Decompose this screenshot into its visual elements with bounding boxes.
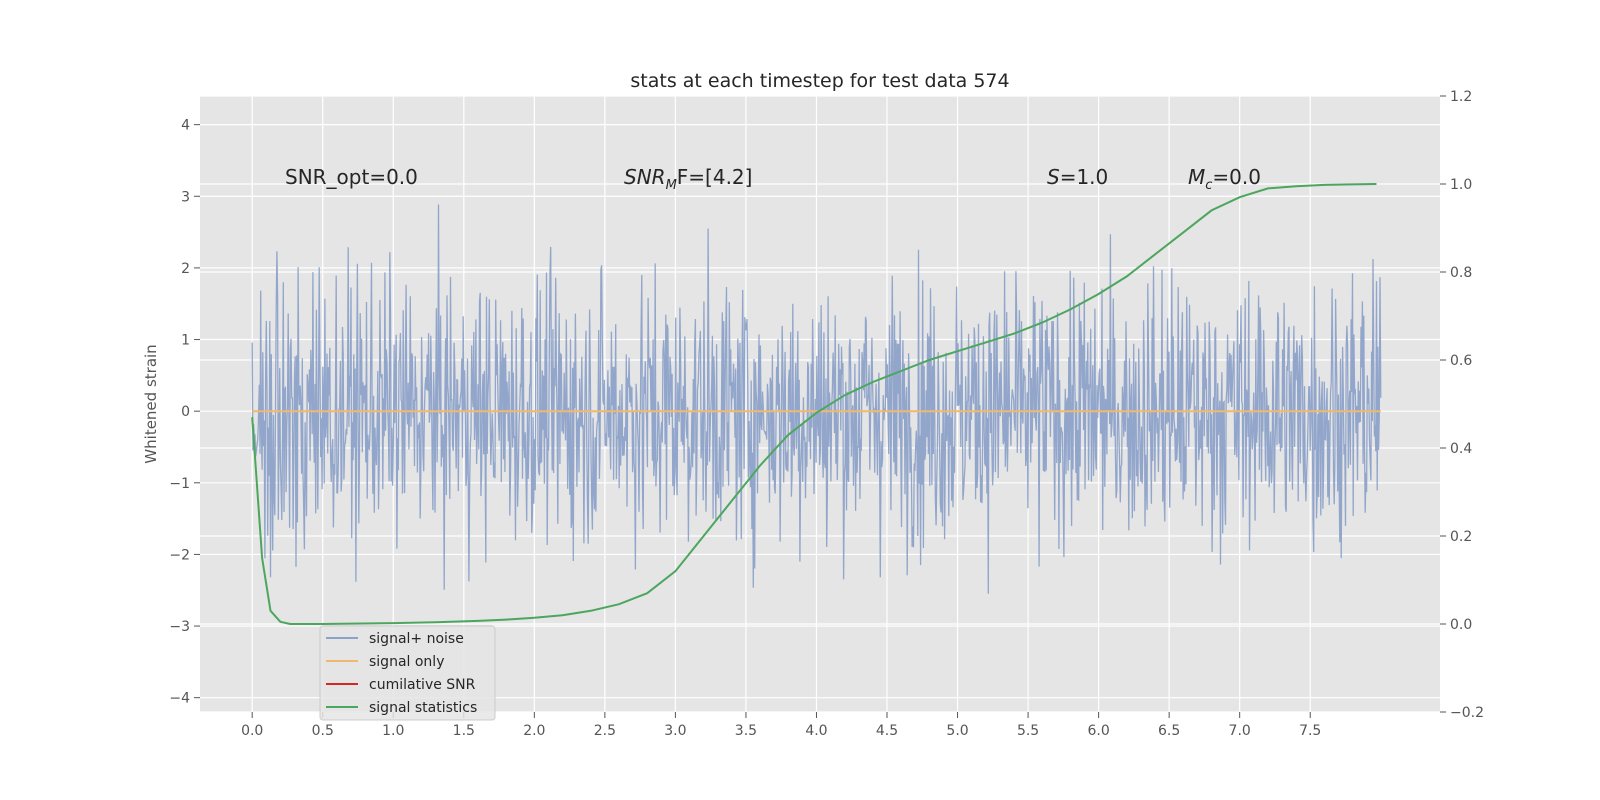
y-tick-label: −4 <box>169 691 190 707</box>
left-y-axis: 4 3 2 1 0 −1 −2 −3 −4 <box>169 118 200 707</box>
y-right-tick-label: 0.0 <box>1450 617 1472 633</box>
legend: signal+ noise signal only cumilative SNR… <box>319 625 496 721</box>
x-tick-label: 4.0 <box>805 723 827 739</box>
x-tick-label: 0.0 <box>241 723 263 739</box>
annotation-mc-rest: =0.0 <box>1212 165 1261 189</box>
x-tick-label: 5.0 <box>946 723 968 739</box>
x-tick-label: 7.0 <box>1229 723 1251 739</box>
line-signal-statistics <box>251 183 1377 625</box>
y-right-tick-label: −0.2 <box>1450 705 1484 721</box>
legend-label-signal-statistics: signal statistics <box>369 700 477 716</box>
x-tick-label: 1.0 <box>382 723 404 739</box>
right-y-axis: 1.2 1.0 0.8 0.6 0.4 0.2 0.0 −0.2 <box>1440 89 1484 721</box>
y-tick-label: 1 <box>181 333 190 349</box>
x-axis: 0.0 0.5 1.0 1.5 2.0 2.5 3.0 3.5 4.0 4.5 5.0 5.5 6.0 6… <box>241 712 1321 739</box>
legend-box <box>319 625 496 721</box>
y-tick-label: 4 <box>181 118 190 134</box>
annotation-mc: Mc=0.0 <box>1188 165 1261 193</box>
y-tick-label: −3 <box>169 619 190 635</box>
legend-label-signal-only: signal only <box>369 654 444 670</box>
x-tick-label: 6.0 <box>1087 723 1109 739</box>
y-right-tick-label: 0.4 <box>1450 441 1472 457</box>
y-right-tick-label: 0.2 <box>1450 529 1472 545</box>
annotation-s-var: S <box>1047 165 1060 189</box>
line-series-group <box>251 183 1381 625</box>
x-tick-label: 3.5 <box>735 723 757 739</box>
annotation-mc-var: M <box>1188 165 1205 189</box>
x-tick-label: 1.5 <box>453 723 475 739</box>
legend-label-cumilative-snr: cumilative SNR <box>369 677 476 693</box>
y-right-tick-label: 0.6 <box>1450 353 1472 369</box>
y-right-tick-label: 0.8 <box>1450 265 1472 281</box>
annotation-s-rest: =1.0 <box>1060 165 1109 189</box>
x-tick-label: 6.5 <box>1158 723 1180 739</box>
y-tick-label: −2 <box>169 547 190 563</box>
x-tick-label: 0.5 <box>312 723 334 739</box>
annotation-snr-opt: SNR_opt=0.0 <box>285 165 418 189</box>
annotation-snr-mf-sub: M <box>666 178 677 193</box>
signal-noise-line <box>251 204 1382 594</box>
y-tick-label: −1 <box>169 476 190 492</box>
legend-label-signal-noise: signal+ noise <box>369 631 464 647</box>
y-tick-label: 3 <box>181 189 190 205</box>
annotation-snr-mf-base: SNR <box>624 165 666 189</box>
y-axis-label: Whitened strain <box>142 344 160 463</box>
grid <box>200 95 1440 713</box>
y-tick-label: 2 <box>181 261 190 277</box>
series-signal-noise <box>251 204 1382 594</box>
y-right-tick-label: 1.0 <box>1450 177 1472 193</box>
x-tick-label: 5.5 <box>1017 723 1039 739</box>
x-tick-label: 4.5 <box>876 723 898 739</box>
chart-title: stats at each timestep for test data 574 <box>630 70 1009 92</box>
y-right-tick-label: 1.2 <box>1450 89 1472 105</box>
x-tick-label: 7.5 <box>1299 723 1321 739</box>
annotation-snr-mf-rest: F=[4.2] <box>677 165 753 189</box>
x-tick-label: 3.0 <box>664 723 686 739</box>
annotation-s: S=1.0 <box>1047 165 1108 189</box>
x-tick-label: 2.0 <box>523 723 545 739</box>
y-tick-label: 0 <box>181 404 190 420</box>
x-tick-label: 2.5 <box>594 723 616 739</box>
annotation-snr-mf: SNRMF=[4.2] <box>624 165 752 193</box>
annotation-mc-sub: c <box>1205 178 1212 193</box>
